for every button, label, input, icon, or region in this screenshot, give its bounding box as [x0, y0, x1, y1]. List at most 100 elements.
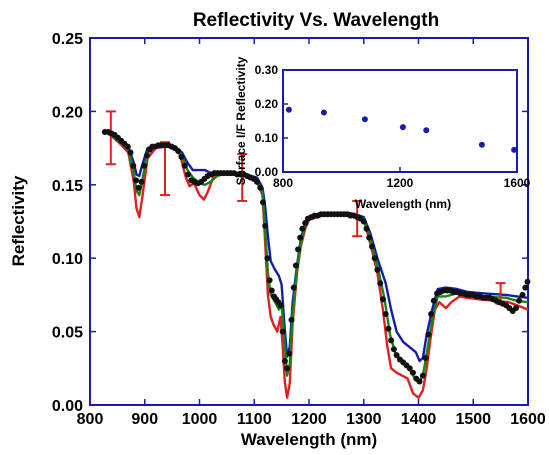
x-tick-label: 1000 — [182, 411, 218, 428]
data-point-marker — [178, 153, 185, 160]
data-point-marker — [522, 284, 529, 291]
data-point-marker — [290, 284, 297, 291]
inset-y-tick-label: 0.20 — [255, 97, 279, 111]
inset-plot-frame — [282, 69, 518, 173]
data-point-marker — [371, 255, 378, 262]
inset-y-tick-label: 0.30 — [255, 63, 279, 77]
data-point-marker — [143, 152, 150, 159]
data-point-marker — [288, 316, 295, 323]
y-axis-label: Reflectivity — [9, 175, 28, 266]
data-point-marker — [260, 199, 266, 206]
data-point-marker — [127, 149, 134, 156]
data-point-marker — [428, 311, 435, 317]
y-tick-label: 0.10 — [52, 251, 83, 268]
data-point-marker — [124, 143, 131, 150]
y-tick-label: 0.25 — [52, 31, 83, 48]
inset-data-point — [478, 141, 485, 148]
data-point-marker — [141, 162, 148, 169]
data-point-marker — [135, 184, 142, 191]
inset-x-tick-label: 1200 — [387, 176, 414, 190]
data-point-marker — [299, 225, 306, 232]
data-point-marker — [410, 369, 416, 376]
x-tick-label: 900 — [131, 411, 158, 428]
inset-data-point — [511, 146, 518, 153]
data-point-marker — [366, 234, 373, 241]
data-point-marker — [363, 225, 370, 232]
data-point-marker — [382, 311, 389, 317]
data-point-marker — [284, 365, 291, 372]
data-point-marker — [281, 358, 288, 364]
inset-x-tick-label: 800 — [273, 176, 293, 190]
data-point-marker — [416, 378, 423, 385]
inset-y-tick-label: 0.10 — [255, 131, 279, 145]
data-point-marker — [295, 246, 301, 253]
x-axis-label: Wavelength (nm) — [241, 430, 377, 449]
inset-chart: 800 1200 1600 0.00 0.10 0.20 0.30 Wavelength … — [234, 56, 531, 211]
main-plot-area: 800 900 1000 1100 1200 1300 1400 1500 1600 0.000… — [52, 31, 546, 428]
inset-x-ticks: 800 1200 1600 — [273, 167, 531, 190]
data-point-marker — [286, 350, 293, 357]
y-tick-label: 0.15 — [52, 178, 83, 195]
x-tick-label: 1200 — [291, 411, 327, 428]
inset-data-point — [361, 116, 368, 123]
data-point-marker — [297, 234, 304, 241]
y-tick-label: 0.05 — [52, 325, 83, 342]
data-point-marker — [130, 162, 137, 169]
x-tick-label: 1400 — [401, 411, 437, 428]
y-tick-label: 0.20 — [52, 104, 83, 121]
data-point-marker — [374, 266, 381, 273]
chart-title: Reflectivity Vs. Wavelength — [193, 10, 439, 31]
data-point-marker — [360, 218, 367, 225]
data-point-marker — [422, 355, 429, 361]
data-point-marker — [257, 184, 264, 191]
data-point-marker — [385, 325, 392, 332]
data-point-marker — [268, 287, 275, 294]
data-point-marker — [175, 148, 182, 154]
inset-y-tick-label: 0.00 — [255, 165, 279, 179]
data-point-marker — [254, 178, 260, 185]
data-point-marker — [279, 328, 286, 335]
inset-data-point — [285, 106, 292, 113]
data-point-marker — [292, 262, 299, 269]
data-point-marker — [185, 171, 191, 178]
x-tick-label: 1500 — [455, 411, 491, 428]
data-point-marker — [264, 255, 271, 262]
data-point-marker — [369, 243, 375, 250]
x-tick-label: 800 — [77, 411, 104, 428]
data-point-marker — [430, 297, 437, 304]
inset-y-ticks: 0.00 0.10 0.20 0.30 — [255, 63, 288, 179]
data-point-marker — [133, 177, 139, 184]
data-point-marker — [388, 337, 395, 344]
data-point-marker — [277, 302, 284, 309]
main-y-ticks: 0.00 0.05 0.10 0.15 0.20 0.25 — [52, 31, 528, 415]
data-point-marker — [181, 162, 188, 169]
data-point-marker — [516, 297, 523, 304]
inset-data-point — [423, 127, 430, 134]
inset-x-tick-label: 1600 — [504, 176, 531, 190]
data-point-marker — [379, 296, 386, 303]
data-point-marker — [302, 220, 309, 226]
inset-x-axis-label: Wavelength (nm) — [355, 197, 451, 211]
data-point-marker — [262, 222, 269, 229]
inset-y-axis-label: Surface I/F Reflectivity — [234, 56, 248, 185]
data-point-marker — [524, 278, 531, 285]
main-x-ticks: 800 900 1000 1100 1200 1300 1400 1500 1600 — [77, 38, 546, 428]
inset-data-point — [320, 109, 327, 116]
data-point-marker — [519, 291, 526, 298]
data-point-marker — [425, 331, 432, 338]
x-tick-label: 1600 — [510, 411, 546, 428]
data-point-marker — [138, 178, 145, 185]
x-tick-label: 1300 — [346, 411, 382, 428]
y-tick-label: 0.00 — [52, 398, 83, 415]
main-markers-group — [101, 129, 531, 385]
data-point-marker — [419, 372, 426, 379]
data-point-marker — [390, 346, 397, 353]
data-point-marker — [406, 365, 413, 372]
data-point-marker — [266, 277, 273, 284]
data-point-marker — [377, 280, 384, 287]
data-point-marker — [513, 305, 519, 312]
data-point-marker — [393, 352, 400, 359]
inset-points-group — [285, 106, 518, 153]
x-tick-label: 1100 — [237, 411, 272, 428]
